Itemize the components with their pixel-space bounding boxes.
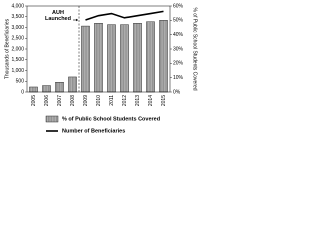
bar-group [42, 85, 51, 93]
legend-hatch [46, 116, 58, 122]
y2-tick-label: 10% [173, 75, 184, 81]
y2-tick-label: 40% [173, 32, 184, 38]
bar-hatch [29, 86, 38, 92]
x-tick-label: 2011 [109, 95, 115, 106]
bar-hatch [133, 23, 142, 93]
bar-group [68, 76, 77, 93]
bar-group [159, 20, 168, 93]
bar-hatch [68, 76, 77, 92]
bar-hatch [94, 23, 103, 93]
bar-hatch [120, 24, 129, 93]
y-tick-label: 0 [21, 89, 24, 95]
y-tick-label: 1,000 [11, 68, 24, 74]
line [85, 10, 164, 21]
x-tick-label: 2007 [57, 95, 63, 106]
bar-hatch [55, 82, 64, 92]
bar-group [94, 23, 103, 93]
x-tick-label: 2015 [161, 95, 167, 106]
x-tick-label: 2005 [31, 95, 37, 106]
bar-hatch [159, 20, 168, 92]
legend-label: Number of Beneficiaries [62, 128, 125, 134]
x-tick-label: 2009 [83, 95, 89, 106]
bar-hatch [81, 26, 90, 92]
y2-tick-label: 60% [173, 3, 184, 9]
bar-group [133, 23, 142, 93]
y-tick-label: 1,500 [11, 57, 24, 63]
bar-hatch [146, 21, 155, 93]
y2-tick-label: 30% [173, 46, 184, 52]
bar-hatch [107, 24, 116, 93]
x-tick-label: 2012 [122, 95, 128, 106]
x-tick-label: 2013 [135, 95, 141, 106]
x-tick-label: 2014 [148, 95, 154, 106]
x-tick-label: 2010 [96, 95, 102, 106]
bar-group [146, 21, 155, 93]
y-tick-label: 2,500 [11, 36, 24, 42]
legend-label: % of Public School Students Covered [62, 116, 160, 122]
chart: Thousands of Beneficiaries % of Public S… [4, 3, 198, 134]
page: {"chart_data": {"type": "bar-line", "y_l… [0, 0, 200, 142]
y-tick-label: 2,000 [11, 46, 24, 52]
y-tick-label: 4,000 [11, 3, 24, 9]
y-tick-label: 500 [16, 79, 25, 85]
y2-tick-label: 50% [173, 18, 184, 24]
y2-tick-label: 20% [173, 61, 184, 67]
annotation: AUH Launched [43, 10, 73, 22]
bar-hatch [42, 85, 51, 92]
x-tick-label: 2008 [70, 95, 76, 106]
plot-frame [26, 5, 171, 93]
y-axis-label: Thousands of Beneficiaries [4, 18, 10, 79]
y2-tick-label: 0% [173, 89, 181, 95]
annotation-box: AUH Launched [43, 10, 73, 22]
bar-group [120, 24, 129, 93]
x-tick-label: 2006 [44, 95, 50, 106]
bar-group [55, 82, 64, 93]
bar-group [107, 24, 116, 93]
bar-group [29, 86, 38, 93]
y2-axis-label: % of Public School Students Covered [192, 7, 198, 90]
annotation-arrowhead [76, 18, 78, 22]
y-tick-label: 3,500 [11, 14, 24, 20]
bar-group [81, 25, 90, 93]
y-tick-label: 3,000 [11, 25, 24, 31]
